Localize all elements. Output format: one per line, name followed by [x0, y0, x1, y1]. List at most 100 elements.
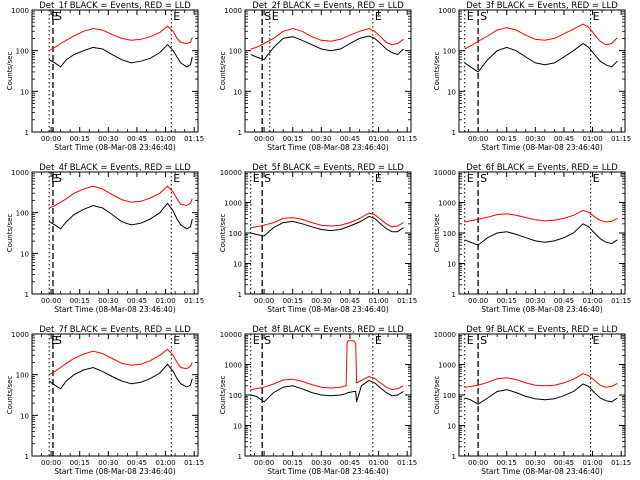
y-tick-label: 1	[25, 129, 29, 137]
marker-label: S	[480, 10, 487, 23]
x-tick-label: 00:15	[70, 297, 90, 305]
x-tick-label: 00:30	[98, 459, 118, 467]
y-tick-label: 10	[447, 423, 456, 431]
marker-label: S	[264, 10, 271, 23]
chart-panel: Det_6f BLACK = Events, RED = LLD 1 10 100 10…	[433, 163, 631, 314]
y-tick-label: 100	[16, 48, 29, 56]
y-tick-label: 100	[16, 210, 29, 218]
marker-label: S	[480, 334, 487, 347]
plot-frame	[458, 171, 626, 295]
marker-label: E	[253, 172, 260, 185]
x-tick-label: 00:30	[525, 135, 545, 143]
x-tick-label: 01:15	[184, 459, 204, 467]
x-tick-label: 01:00	[368, 459, 388, 467]
series-line-lld	[250, 340, 404, 391]
plot-frame	[31, 9, 199, 133]
y-tick-label: 100	[443, 230, 456, 238]
x-tick-label: 01:15	[184, 135, 204, 143]
chart-title: Det_8f BLACK = Events, RED = LLD	[252, 325, 404, 335]
plot-frame	[31, 333, 199, 457]
series-line-lld	[48, 185, 193, 209]
y-tick-label: 1000	[11, 331, 29, 339]
x-axis-label: Start Time (08-Mar-08 23:46:40)	[267, 305, 389, 314]
y-tick-label: 1	[452, 453, 456, 461]
y-tick-label: 10	[447, 261, 456, 269]
x-tick-label: 01:00	[155, 297, 175, 305]
y-tick-label: 10	[233, 261, 242, 269]
y-tick-label: 1000	[11, 169, 29, 177]
marker-label: E	[375, 10, 382, 23]
x-axis-label: Start Time (08-Mar-08 23:46:40)	[267, 467, 389, 476]
x-axis-label: Start Time (08-Mar-08 23:46:40)	[481, 143, 603, 152]
x-tick-label: 00:15	[497, 135, 517, 143]
y-tick-label: 1	[238, 453, 242, 461]
series-line-events	[464, 42, 618, 73]
y-tick-label: 10000	[434, 169, 456, 177]
x-tick-label: 01:15	[397, 297, 417, 305]
marker-label: E	[173, 334, 180, 347]
x-tick-label: 00:30	[525, 297, 545, 305]
series-line-lld	[464, 209, 618, 223]
x-tick-label: 00:45	[127, 135, 147, 143]
marker-label: E	[467, 334, 474, 347]
marker-label: E	[272, 10, 279, 23]
x-tick-label: 01:15	[611, 297, 631, 305]
x-tick-label: 00:30	[311, 135, 331, 143]
x-tick-label: 00:45	[340, 459, 360, 467]
x-axis-label: Start Time (08-Mar-08 23:46:40)	[54, 143, 176, 152]
chart-title: Det_3f BLACK = Events, RED = LLD	[466, 1, 618, 11]
marker-label: E	[51, 10, 58, 23]
chart-panel: Det_3f BLACK = Events, RED = LLD 1 10 100 10…	[433, 1, 631, 152]
x-tick-label: 01:00	[155, 459, 175, 467]
plot-frame	[31, 171, 199, 295]
y-tick-label: 1000	[438, 7, 456, 15]
marker-label: S	[55, 334, 62, 347]
x-tick-label: 00:15	[283, 135, 303, 143]
chart-title: Det_5f BLACK = Events, RED = LLD	[252, 163, 404, 173]
x-tick-label: 00:45	[554, 459, 574, 467]
x-tick-label: 01:00	[582, 297, 602, 305]
plot-frame	[458, 333, 626, 457]
marker-label: E	[253, 334, 260, 347]
y-tick-label: 1000	[224, 200, 242, 208]
series-line-events	[48, 202, 193, 230]
y-tick-label: 100	[443, 48, 456, 56]
x-tick-label: 00:30	[98, 297, 118, 305]
x-tick-label: 00:15	[497, 297, 517, 305]
marker-label: E	[593, 334, 600, 347]
y-tick-label: 1000	[438, 200, 456, 208]
x-tick-label: 00:45	[554, 297, 574, 305]
x-tick-label: 00:30	[311, 297, 331, 305]
x-axis-label: Start Time (08-Mar-08 23:46:40)	[481, 467, 603, 476]
y-axis-label: Counts/sec	[219, 52, 227, 91]
y-axis-label: Counts/sec	[6, 376, 14, 415]
chart-title: Det_4f BLACK = Events, RED = LLD	[39, 163, 191, 173]
x-tick-label: 00:45	[127, 459, 147, 467]
x-tick-label: 01:00	[368, 297, 388, 305]
marker-label: E	[51, 172, 58, 185]
y-tick-label: 10000	[220, 331, 242, 339]
series-line-events	[250, 215, 404, 237]
series-line-events	[48, 43, 193, 68]
chart-panel: Det_4f BLACK = Events, RED = LLD 1 10 100 10…	[6, 163, 204, 314]
y-axis-label: Counts/sec	[219, 376, 227, 415]
series-line-lld	[464, 23, 618, 50]
series-line-events	[464, 383, 618, 405]
x-tick-label: 00:00	[254, 135, 274, 143]
series-line-lld	[464, 373, 618, 388]
chart-title: Det_1f BLACK = Events, RED = LLD	[39, 1, 191, 11]
x-tick-label: 00:30	[525, 459, 545, 467]
series-line-lld	[48, 348, 193, 376]
chart-panel: Det_8f BLACK = Events, RED = LLD 1 10 100 10…	[219, 325, 417, 476]
x-tick-label: 00:00	[41, 135, 61, 143]
x-tick-label: 00:15	[70, 459, 90, 467]
x-tick-label: 00:00	[468, 459, 488, 467]
chart-title: Det_6f BLACK = Events, RED = LLD	[466, 163, 618, 173]
marker-label: E	[593, 10, 600, 23]
y-tick-label: 10	[447, 88, 456, 96]
y-tick-label: 10	[20, 88, 29, 96]
x-axis-label: Start Time (08-Mar-08 23:46:40)	[267, 143, 389, 152]
y-tick-label: 1	[238, 291, 242, 299]
marker-label: E	[375, 334, 382, 347]
